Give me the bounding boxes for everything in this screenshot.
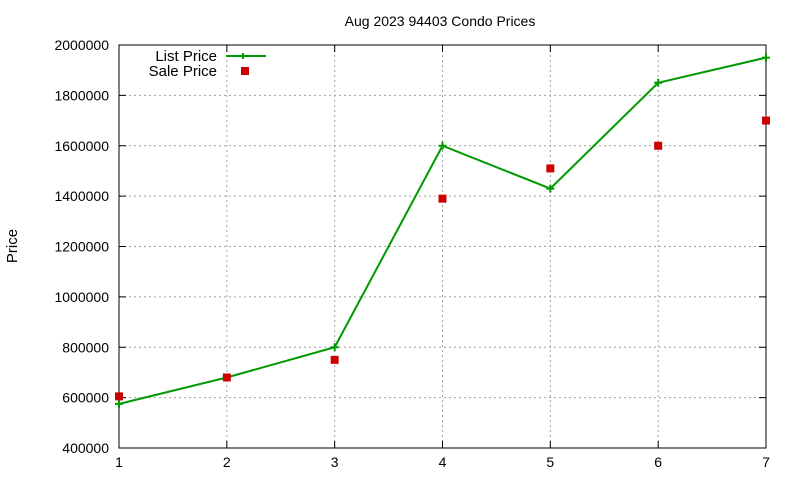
y-tick-label: 1000000 <box>54 289 109 305</box>
y-tick-labels: 400000 600000 800000 1000000 1200000 1400000 1… <box>54 37 109 456</box>
sale-price-point <box>654 141 663 150</box>
y-tick-label: 1600000 <box>54 138 109 154</box>
y-tick-label: 1200000 <box>54 239 109 255</box>
list-price-point <box>115 399 123 408</box>
y-tick-label: 1400000 <box>54 188 109 204</box>
x-tick-label: 5 <box>546 454 554 470</box>
list-price-point <box>330 343 339 352</box>
legend-label-sale-price: Sale Price <box>149 63 217 80</box>
sale-price-point <box>438 194 447 203</box>
list-price-point <box>438 141 447 150</box>
y-tick-label: 1800000 <box>54 87 109 103</box>
legend-label-list-price: List Price <box>155 48 217 65</box>
sale-price-point <box>330 355 339 364</box>
list-price-point <box>546 184 555 193</box>
sale-price-point <box>115 392 123 401</box>
list-price-point <box>762 53 770 62</box>
sale-price-point <box>546 164 555 173</box>
y-tick-label: 400000 <box>62 440 109 456</box>
y-tick-label: 600000 <box>62 390 109 406</box>
x-tick-label: 1 <box>115 454 123 470</box>
legend: List Price Sale Price <box>149 48 266 80</box>
series-layer <box>115 53 770 408</box>
legend-marker-list-price <box>240 53 246 59</box>
y-tick-label: 800000 <box>62 339 109 355</box>
chart-title: Aug 2023 94403 Condo Prices <box>345 13 536 29</box>
x-tick-label: 7 <box>762 454 770 470</box>
sale-price-point <box>762 116 770 125</box>
y-tick-label: 2000000 <box>54 37 109 53</box>
axis-ticks <box>118 44 767 449</box>
x-tick-label: 6 <box>654 454 662 470</box>
x-tick-label: 4 <box>439 454 447 470</box>
y-axis-label: Price <box>4 229 21 263</box>
x-tick-labels: 1 2 3 4 5 6 7 <box>115 454 770 470</box>
x-tick-label: 3 <box>331 454 339 470</box>
sale-price-point <box>222 373 231 382</box>
grid <box>119 45 766 448</box>
legend-marker-sale-price <box>241 67 249 75</box>
x-tick-label: 2 <box>223 454 231 470</box>
list-price-point <box>654 78 663 87</box>
